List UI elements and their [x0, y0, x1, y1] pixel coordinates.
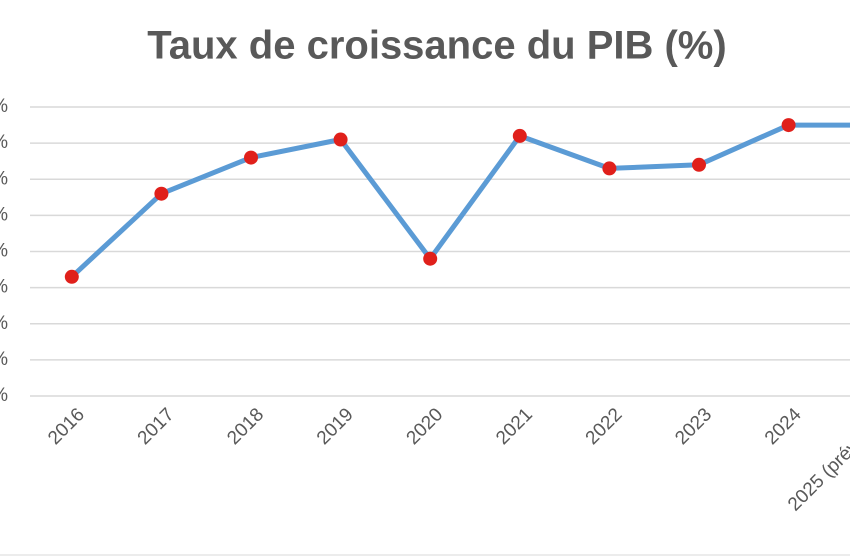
y-tick-label: 3%	[0, 277, 8, 298]
marker	[512, 128, 527, 143]
marker	[781, 118, 796, 133]
y-tick-label: 8%	[0, 96, 8, 117]
y-tick-label: 2%	[0, 313, 8, 334]
x-tick-label: 2016	[44, 404, 89, 449]
chart-title: Taux de croissance du PIB (%)	[147, 24, 726, 68]
y-tick-label: 5%	[0, 204, 8, 225]
marker	[333, 132, 348, 147]
marker	[423, 251, 438, 266]
marker	[244, 150, 258, 165]
marker	[692, 157, 706, 172]
y-tick-label: 7%	[0, 132, 8, 153]
x-tick-label: 2023	[671, 404, 716, 449]
x-tick-label: 2018	[223, 404, 268, 449]
y-tick-label: 6%	[0, 168, 8, 189]
marker	[64, 269, 79, 284]
y-tick-label: 4%	[0, 241, 8, 262]
x-tick-label: 2021	[492, 404, 537, 449]
x-tick-label: 2024	[761, 404, 806, 449]
marker	[602, 161, 617, 176]
y-tick-label: 0%	[0, 385, 8, 406]
marker	[154, 186, 169, 201]
x-tick-label: 2019	[313, 404, 358, 449]
x-tick-label: 2020	[403, 404, 448, 449]
line	[70, 122, 850, 279]
x-tick-label: 2017	[134, 404, 179, 449]
x-tick-label: 2022	[582, 404, 627, 449]
y-tick-label: 1%	[0, 349, 8, 370]
